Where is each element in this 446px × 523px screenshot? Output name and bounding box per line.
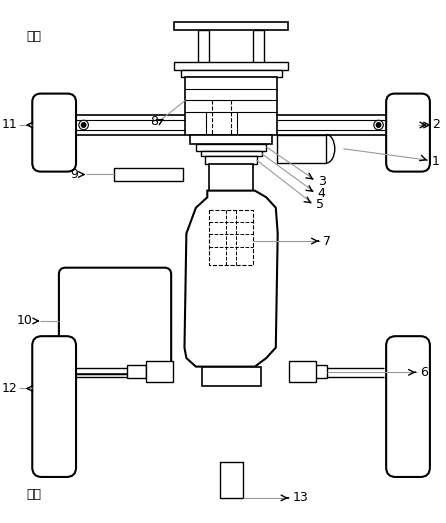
- Text: 9: 9: [70, 168, 78, 181]
- Bar: [190, 134, 272, 144]
- FancyBboxPatch shape: [386, 336, 430, 477]
- Polygon shape: [185, 190, 278, 367]
- Bar: [146, 361, 173, 382]
- Text: 4: 4: [318, 187, 326, 200]
- Circle shape: [79, 120, 88, 130]
- Text: 2: 2: [432, 119, 440, 131]
- Text: 13: 13: [293, 492, 309, 504]
- Bar: [128, 365, 146, 378]
- Bar: [196, 144, 266, 151]
- Bar: [202, 367, 260, 385]
- Bar: [277, 134, 326, 163]
- Bar: [181, 70, 281, 77]
- Bar: [308, 365, 327, 378]
- Bar: [220, 462, 243, 498]
- Bar: [174, 22, 288, 30]
- Text: 8: 8: [150, 115, 158, 128]
- Bar: [198, 30, 209, 79]
- Bar: [209, 210, 253, 265]
- Bar: [253, 30, 264, 79]
- Text: 7: 7: [323, 234, 331, 247]
- Text: 11: 11: [1, 119, 17, 131]
- Bar: [174, 62, 288, 70]
- Circle shape: [81, 122, 86, 128]
- FancyBboxPatch shape: [32, 336, 76, 477]
- Bar: [201, 151, 261, 156]
- Text: 1: 1: [432, 155, 440, 168]
- Text: 12: 12: [1, 382, 17, 395]
- FancyBboxPatch shape: [32, 94, 76, 172]
- Bar: [186, 77, 277, 134]
- Text: 后方: 后方: [27, 488, 41, 502]
- Text: 6: 6: [421, 366, 428, 379]
- Text: 5: 5: [316, 198, 324, 211]
- Text: 10: 10: [17, 314, 32, 327]
- Bar: [289, 361, 316, 382]
- FancyBboxPatch shape: [59, 268, 171, 374]
- Circle shape: [374, 120, 383, 130]
- FancyBboxPatch shape: [386, 94, 430, 172]
- Text: 3: 3: [318, 175, 326, 188]
- Circle shape: [376, 122, 381, 128]
- Bar: [206, 156, 257, 164]
- Bar: [209, 164, 253, 190]
- Bar: [114, 168, 182, 181]
- Text: 前方: 前方: [27, 30, 41, 43]
